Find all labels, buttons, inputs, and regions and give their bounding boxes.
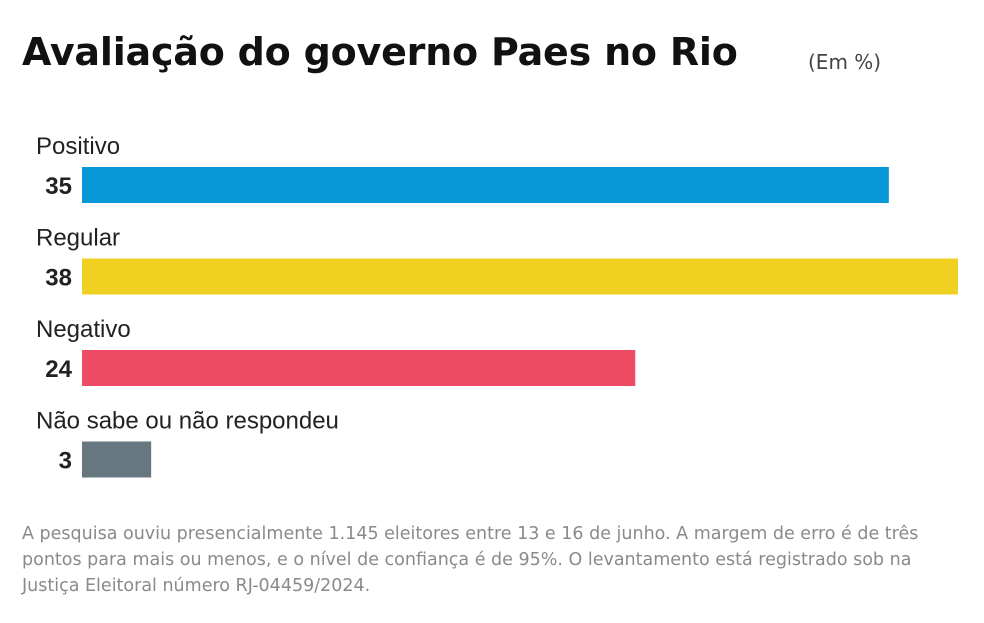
category-label: Positivo bbox=[36, 133, 120, 160]
value-label: 35 bbox=[45, 173, 72, 200]
bar bbox=[82, 441, 152, 478]
bar bbox=[82, 258, 958, 295]
chart-title: Avaliação do governo Paes no Rio bbox=[22, 30, 738, 74]
unit-label: (Em %) bbox=[808, 50, 882, 74]
value-label: 3 bbox=[59, 448, 72, 475]
value-label: 24 bbox=[45, 356, 72, 383]
value-label: 38 bbox=[45, 265, 72, 292]
category-label: Não sabe ou não respondeu bbox=[36, 408, 339, 435]
bar bbox=[82, 167, 889, 203]
category-label: Regular bbox=[36, 225, 120, 252]
footnote: A pesquisa ouviu presencialmente 1.145 e… bbox=[22, 524, 919, 596]
category-label: Negativo bbox=[36, 316, 131, 343]
bar bbox=[82, 350, 636, 386]
bar-chart: Positivo 35 Regular 38 Negativo 24 Não sabe ou… bbox=[36, 133, 958, 478]
bars-group: Positivo 35 Regular 38 Negativo 24 Não sabe ou… bbox=[36, 133, 958, 478]
